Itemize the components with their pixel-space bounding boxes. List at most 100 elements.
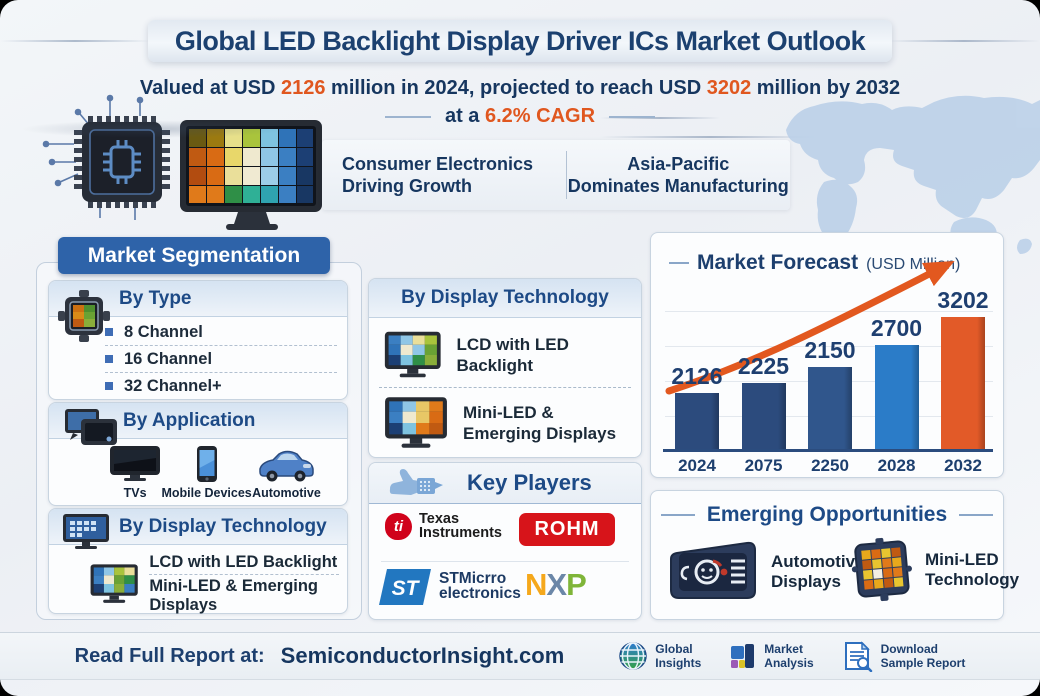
bar-category-label: 2028 <box>877 456 916 475</box>
by-type-item-label: 32 Channel+ <box>124 376 222 395</box>
nxp-letter: N <box>525 567 547 602</box>
dash-divider <box>669 262 689 264</box>
display-tech-item: LCD with LED Backlight <box>149 553 338 571</box>
display-tech-item: Mini-LED & Emerging Displays <box>149 574 339 617</box>
subtitle-line1: Valued at USD 2126 million in 2024, proj… <box>0 77 1040 100</box>
footer-link-download-report[interactable]: Download Sample Report <box>842 640 966 672</box>
st-logo-text: STMicrro electronics <box>439 570 521 602</box>
deco-line <box>600 117 720 119</box>
chart-baseline <box>663 449 993 452</box>
callout-asia-pacific: Asia-Pacific Dominates Manufacturing <box>567 153 789 197</box>
page-title: Global LED Backlight Display Driver ICs … <box>174 25 866 56</box>
bar-value-label: 2126 <box>671 363 723 389</box>
dashed-divider <box>379 387 631 388</box>
emerging-opportunities-panel: Emerging Opportunities Automotive Displa… <box>650 490 1019 620</box>
nxp-letter: P <box>566 567 587 602</box>
by-display-technology-body: LCD with LED Backlight Mini-LED & Emergi… <box>89 551 339 617</box>
forecast-bar-chart: 2126 2024 2225 2075 2150 2250 2700 2028 3202 2032 <box>671 284 988 475</box>
forecast-bar: 2126 2024 <box>671 363 722 475</box>
logo-texas-instruments: ti Texas Instruments <box>385 511 502 541</box>
forecast-bar: 2150 2250 <box>804 337 855 475</box>
market-forecast-panel: Market Forecast (USD Million) 2126 2024 22… <box>650 232 1004 478</box>
download-report-icon <box>844 641 872 672</box>
application-item-tvs: TVs <box>109 445 161 500</box>
page-title-banner: Global LED Backlight Display Driver ICs … <box>148 20 892 62</box>
display-tech-row-lcd: LCD with LED Backlight <box>383 327 631 383</box>
subtitle-line2: at a 6.2% CAGR <box>0 105 1040 128</box>
key-players-header: Key Players <box>369 463 641 504</box>
by-display-technology-items: LCD with LED Backlight Mini-LED & Emergi… <box>149 551 339 617</box>
by-application-panel: By Application TVs <box>48 402 348 506</box>
by-display-technology-title: By Display Technology <box>119 515 327 537</box>
application-item-mobile: Mobile Devices <box>161 445 252 500</box>
square-bullet-icon <box>105 355 113 363</box>
display-technology-header: By Display Technology <box>369 279 641 318</box>
by-type-list: 8 Channel 16 Channel 32 Channel+ <box>105 319 337 399</box>
callout-consumer-electronics: Consumer Electronics Driving Growth <box>342 153 534 197</box>
subtitle-text: Valued at USD <box>139 77 281 99</box>
by-application-header: By Application <box>49 403 347 439</box>
forecast-bar: 3202 2032 <box>937 287 988 475</box>
segmentation-title: Market Segmentation <box>87 243 301 267</box>
bar-value-label: 3202 <box>937 287 989 313</box>
key-players-title: Key Players <box>467 470 592 495</box>
key-players-logos: ti Texas Instruments ROHM ST STMicrro el… <box>369 503 641 619</box>
logo-stmicroelectronics: ST STMicrro electronics <box>377 567 521 607</box>
bar-value-label: 2700 <box>870 315 923 341</box>
application-label: TVs <box>123 486 147 500</box>
miniled-panel-icon <box>851 537 912 602</box>
subtitle-value-2032: 3202 <box>706 77 752 99</box>
hero-illustration <box>40 92 330 232</box>
emerging-item-automotive: Automotive Displays <box>667 539 865 605</box>
vertical-divider <box>565 151 567 199</box>
thumbs-up-chip-icon <box>389 469 443 495</box>
cagr-value: 6.2% CAGR <box>485 105 596 127</box>
smartphone-icon <box>196 446 217 482</box>
display-tech-row-miniled: Mini-LED & Emerging Displays <box>383 395 631 451</box>
footer-link-label: Global Insights <box>655 641 702 670</box>
footer-link-label: Market Analysis <box>764 641 814 670</box>
market-analysis-icon <box>731 644 755 668</box>
application-label: Mobile Devices <box>161 486 252 500</box>
footer-bar: Read Full Report at: SemiconductorInsigh… <box>0 632 1040 680</box>
footer-link-global-insights[interactable]: Global Insights <box>618 641 701 671</box>
ti-logo-text: Texas Instruments <box>419 511 502 541</box>
st-logo-icon: ST <box>379 569 431 605</box>
emerging-title-row: Emerging Opportunities <box>651 503 1003 527</box>
lcd-monitor-icon <box>384 331 441 378</box>
deco-line <box>888 40 1040 42</box>
footer-link-market-analysis[interactable]: Market Analysis <box>729 641 814 671</box>
logo-rohm: ROHM <box>519 513 615 546</box>
chip-icon <box>58 290 110 342</box>
ti-logo-icon: ti <box>385 513 412 541</box>
application-items: TVs Mobile Devices <box>49 439 347 505</box>
forecast-title-row: Market Forecast (USD Million) <box>669 251 960 275</box>
svg-text:ST: ST <box>392 577 421 600</box>
emerging-label: Automotive Displays <box>771 551 865 591</box>
display-technology-title: By Display Technology <box>401 287 609 308</box>
list-item: 8 Channel <box>105 319 337 346</box>
deco-line <box>0 40 150 42</box>
forecast-title: Market Forecast <box>697 251 859 274</box>
by-type-panel: By Type 8 Channel 16 Channel 32 Channel+ <box>48 280 348 400</box>
bar-category-label: 2250 <box>811 456 849 475</box>
bar-value-label: 2150 <box>804 337 856 363</box>
subtitle-value-2024: 2126 <box>280 77 326 99</box>
segmentation-banner: Market Segmentation <box>58 237 330 274</box>
by-type-item-label: 8 Channel <box>124 322 203 341</box>
emerging-label: Mini-LED Technology <box>925 549 1020 589</box>
by-type-item-label: 16 Channel <box>124 349 213 368</box>
footer-site-link[interactable]: SemiconductorInsight.com <box>280 643 565 668</box>
by-display-technology-panel-left: By Display Technology LCD <box>48 508 348 614</box>
dash-divider <box>660 514 695 516</box>
subtitle-text: at a <box>444 105 485 127</box>
emerging-title: Emerging Opportunities <box>706 503 948 526</box>
display-technology-panel-middle: By Display Technology LCD with LED Backl… <box>368 278 642 458</box>
list-item: 32 Channel+ <box>105 373 337 399</box>
nxp-letter: X <box>546 567 567 602</box>
bar-category-label: 2075 <box>744 456 783 475</box>
footer-link-label: Download Sample Report <box>880 641 966 670</box>
divider <box>381 561 629 562</box>
key-players-panel: Key Players ti Texas Instruments ROHM ST <box>368 462 642 620</box>
dash-divider <box>609 115 656 118</box>
